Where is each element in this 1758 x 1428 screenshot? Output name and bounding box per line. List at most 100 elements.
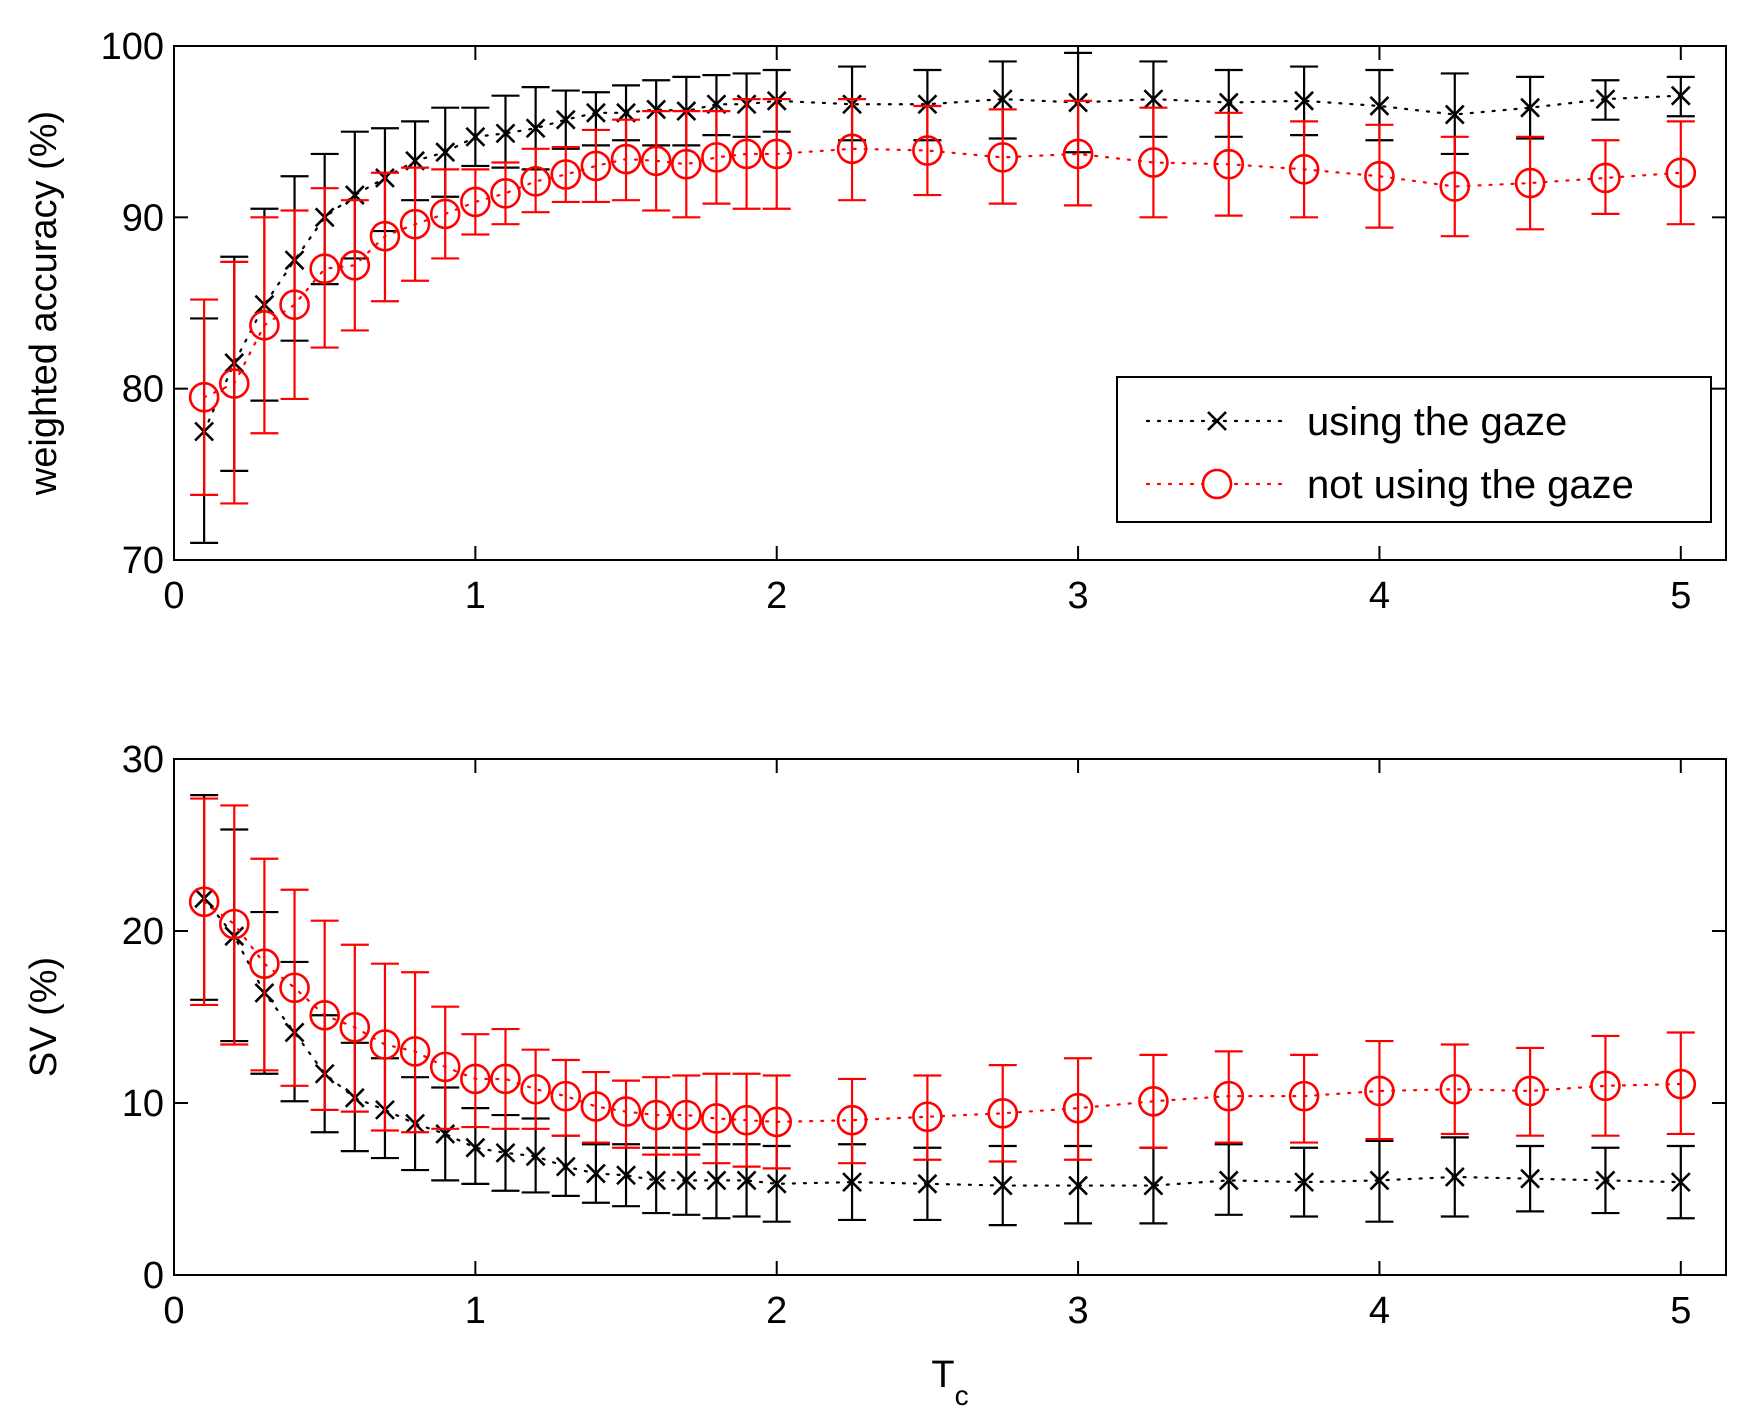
data-point [1294, 1172, 1315, 1193]
data-point [429, 1051, 461, 1083]
data-point [218, 368, 250, 399]
data-point [1068, 1175, 1088, 1196]
data-point [912, 135, 943, 166]
data-point [465, 1137, 486, 1158]
x-tick-label: 0 [163, 1290, 184, 1332]
data-point [525, 1146, 546, 1167]
data-point [188, 886, 220, 918]
data-point [706, 1170, 727, 1191]
data-point [671, 148, 702, 180]
data-point [610, 143, 642, 175]
x-axis-label-subscript: c [955, 1380, 969, 1411]
data-point [1439, 171, 1471, 202]
data-point [249, 948, 280, 979]
x-tick-label: 0 [163, 575, 184, 617]
data-point [550, 1080, 582, 1112]
data-point [1288, 154, 1320, 185]
data-point [1288, 1080, 1320, 1112]
data-point [1218, 92, 1239, 113]
data-point [646, 99, 667, 120]
legend-item-using-the-gaze: using the gaze [1145, 400, 1567, 444]
data-point [761, 138, 793, 170]
series-line [203, 94, 1682, 433]
y-tick-label: 0 [143, 1255, 164, 1297]
x-tick-label: 5 [1670, 575, 1691, 617]
data-point [1439, 1073, 1471, 1105]
data-point [339, 250, 371, 281]
series-not-using-the-gaze [188, 98, 1697, 505]
data-point [429, 198, 461, 230]
y-tick-label: 80 [122, 369, 164, 411]
y-tick-label: 10 [122, 1083, 164, 1125]
legend-marker [1207, 411, 1227, 431]
data-point [1590, 1070, 1621, 1102]
data-point [1369, 1170, 1390, 1191]
plot-frame [173, 45, 1727, 561]
data-point [1595, 89, 1616, 110]
y-axis-label: SV (%) [23, 957, 65, 1077]
data-point [1218, 1170, 1239, 1191]
sv-panel: 0 1 2 3 4 5 0 10 20 30 SV (%) Tc [23, 739, 1727, 1411]
data-point [460, 1063, 491, 1095]
data-point [435, 142, 456, 163]
data-point [842, 1172, 862, 1193]
data-point [495, 123, 516, 144]
data-point [555, 109, 576, 130]
data-point [731, 138, 762, 170]
accuracy-panel: 0 1 2 3 4 5 70 80 90 100 weighted accuracy (%) usin… [23, 26, 1727, 617]
data-point [1143, 89, 1164, 110]
data-point [1514, 167, 1546, 199]
data-point [520, 1073, 551, 1105]
data-point [585, 102, 606, 123]
y-tick-label: 90 [122, 197, 164, 239]
x-tick-label: 3 [1068, 575, 1089, 617]
series-line [203, 147, 1682, 399]
data-point [917, 1173, 938, 1194]
data-area [188, 794, 1697, 1227]
x-tick-label: 1 [465, 1290, 486, 1332]
data-point [1665, 157, 1697, 189]
data-point [399, 208, 431, 240]
data-point [369, 220, 401, 252]
y-tick-label: 100 [101, 26, 164, 68]
x-axis-label: Tc [931, 1354, 968, 1411]
x-tick-label: 4 [1369, 1290, 1390, 1332]
data-point [1138, 147, 1169, 178]
data-point [1444, 1167, 1465, 1187]
x-tick-label: 3 [1068, 1290, 1089, 1332]
data-point [912, 1101, 943, 1133]
data-point [676, 1170, 697, 1191]
series-not-using-the-gaze [188, 797, 1697, 1170]
data-point [279, 972, 310, 1004]
data-point [836, 133, 868, 165]
x-tick-label: 4 [1369, 575, 1390, 617]
data-point [646, 1170, 667, 1191]
x-tick-label: 1 [465, 575, 486, 617]
data-point [490, 178, 521, 209]
data-point [1595, 1170, 1616, 1191]
y-tick-label: 20 [122, 911, 164, 953]
data-point [987, 1098, 1019, 1129]
data-point [369, 1029, 401, 1060]
data-point [218, 908, 250, 940]
data-point [555, 1156, 576, 1177]
data-point [490, 1063, 521, 1095]
legend-item-not-using-the-gaze: not using the gaze [1145, 463, 1634, 507]
legend-label: using the gaze [1307, 400, 1567, 444]
data-point [1294, 90, 1315, 111]
data-point [580, 1091, 612, 1122]
data-point [520, 166, 551, 197]
data-point [917, 94, 938, 115]
data-point [1520, 1168, 1541, 1189]
data-point [399, 1036, 431, 1067]
data-point [1213, 148, 1245, 180]
data-point [701, 142, 732, 173]
data-point [1138, 1085, 1169, 1117]
x-tick-label: 2 [766, 1290, 787, 1332]
data-point [1670, 1172, 1691, 1193]
x-tick-label: 2 [766, 575, 787, 617]
data-point [1444, 104, 1465, 125]
data-point [525, 118, 546, 139]
data-point [339, 1012, 371, 1043]
data-point [1665, 1068, 1697, 1100]
